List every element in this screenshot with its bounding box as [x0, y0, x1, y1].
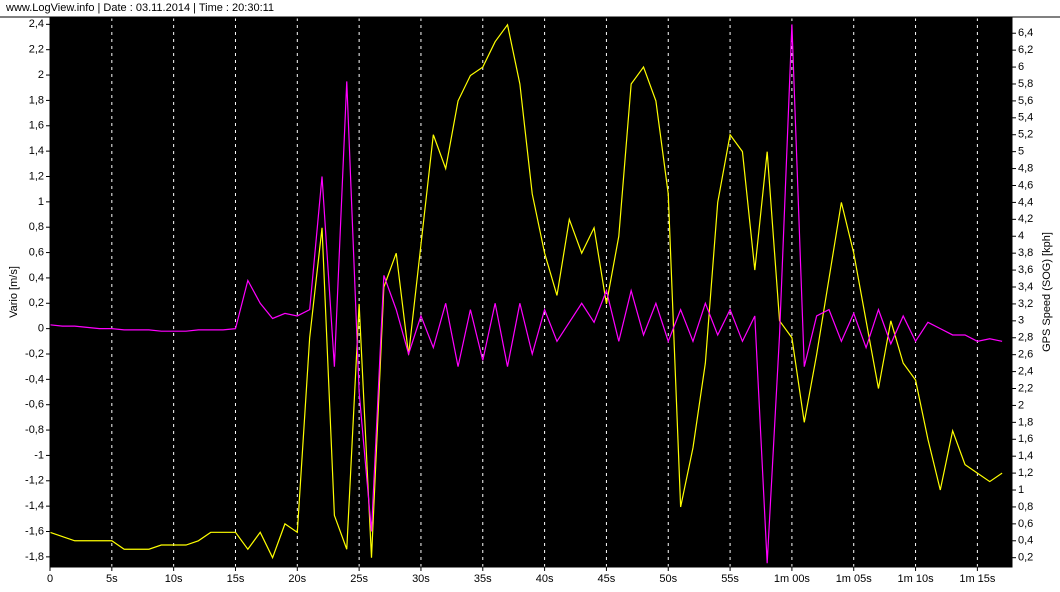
y-tick-label: -1,2: [25, 475, 44, 487]
y2-tick-label: 0,4: [1018, 535, 1033, 547]
x-tick-label: 15s: [227, 573, 245, 585]
plot-frame: [49, 17, 1013, 568]
x-tick-label: 40s: [536, 573, 554, 585]
y2-tick-label: 6: [1018, 61, 1024, 73]
chart-title: www.LogView.info | Date : 03.11.2014 | T…: [5, 2, 274, 14]
y-tick-label: 1,6: [29, 120, 44, 132]
y2-tick-label: 3,6: [1018, 264, 1033, 276]
y-tick-label: 0,4: [29, 272, 44, 284]
y-tick-label: -1,8: [25, 551, 44, 563]
x-tick-label: 35s: [474, 573, 492, 585]
y2-tick-label: 6,4: [1018, 27, 1033, 39]
y2-tick-label: 0,6: [1018, 518, 1033, 530]
y2-tick-label: 3,8: [1018, 247, 1033, 259]
y-axis-label: Vario [m/s]: [8, 266, 20, 318]
y2-tick-label: 5: [1018, 146, 1024, 158]
y2-tick-label: 1,8: [1018, 416, 1033, 428]
y2-tick-label: 1,6: [1018, 433, 1033, 445]
y-tick-label: 0,2: [29, 297, 44, 309]
y-tick-label: 1,4: [29, 145, 44, 157]
y2-tick-label: 4,8: [1018, 162, 1033, 174]
y-tick-label: -0,2: [25, 348, 44, 360]
x-tick-label: 45s: [598, 573, 616, 585]
x-tick-label: 0: [47, 573, 53, 585]
y-tick-label: 2: [38, 69, 44, 81]
x-tick-label: 30s: [412, 573, 430, 585]
y2-tick-label: 0,8: [1018, 501, 1033, 513]
x-tick-label: 20s: [288, 573, 306, 585]
y-tick-label: 1,8: [29, 94, 44, 106]
y2-tick-label: 5,6: [1018, 95, 1033, 107]
x-tick-label: 1m 05s: [836, 573, 873, 585]
y-tick-label: 0: [38, 323, 44, 335]
y2-tick-label: 6,2: [1018, 44, 1033, 56]
x-tick-label: 50s: [659, 573, 677, 585]
x-tick-label: 1m 00s: [774, 573, 811, 585]
y-tick-label: -0,4: [25, 373, 44, 385]
y2-axis-label: GPS Speed (SOG) [kph]: [1041, 232, 1053, 352]
y-tick-label: 2,2: [29, 44, 44, 56]
y-tick-label: 2,4: [29, 18, 44, 30]
y2-tick-label: 4,2: [1018, 213, 1033, 225]
x-tick-label: 5s: [106, 573, 118, 585]
y-tick-label: -0,6: [25, 399, 44, 411]
x-tick-label: 55s: [721, 573, 739, 585]
y-tick-label: 1,2: [29, 170, 44, 182]
y2-tick-label: 0,2: [1018, 552, 1033, 564]
y2-tick-label: 1,2: [1018, 467, 1033, 479]
y-tick-label: -0,8: [25, 424, 44, 436]
y2-tick-label: 4,4: [1018, 196, 1033, 208]
x-tick-label: 10s: [165, 573, 183, 585]
plot-area: [50, 18, 1012, 567]
y-tick-label: -1: [34, 449, 44, 461]
y-tick-label: 0,6: [29, 246, 44, 258]
y2-tick-label: 3,4: [1018, 281, 1033, 293]
y2-tick-label: 2,6: [1018, 349, 1033, 361]
x-tick-label: 1m 15s: [959, 573, 996, 585]
y2-tick-label: 4,6: [1018, 179, 1033, 191]
y-tick-label: 0,8: [29, 221, 44, 233]
y2-tick-label: 2: [1018, 399, 1024, 411]
y-tick-label: 1: [38, 196, 44, 208]
y2-tick-label: 2,2: [1018, 382, 1033, 394]
x-tick-label: 25s: [350, 573, 368, 585]
y2-tick-label: 5,4: [1018, 112, 1033, 124]
y2-tick-label: 1,4: [1018, 450, 1033, 462]
y2-tick-label: 5,8: [1018, 78, 1033, 90]
y2-tick-label: 1: [1018, 484, 1024, 496]
y2-tick-label: 4: [1018, 230, 1024, 242]
y2-tick-label: 2,4: [1018, 365, 1033, 377]
series-line: [49, 24, 1003, 564]
y2-tick-label: 3,2: [1018, 298, 1033, 310]
y2-tick-label: 5,2: [1018, 129, 1033, 141]
y-tick-label: -1,6: [25, 525, 44, 537]
y2-tick-label: 3: [1018, 315, 1024, 327]
x-tick-label: 1m 10s: [898, 573, 935, 585]
y2-tick-label: 2,8: [1018, 332, 1033, 344]
series-line: [49, 23, 1003, 560]
y-tick-label: -1,4: [25, 500, 44, 512]
